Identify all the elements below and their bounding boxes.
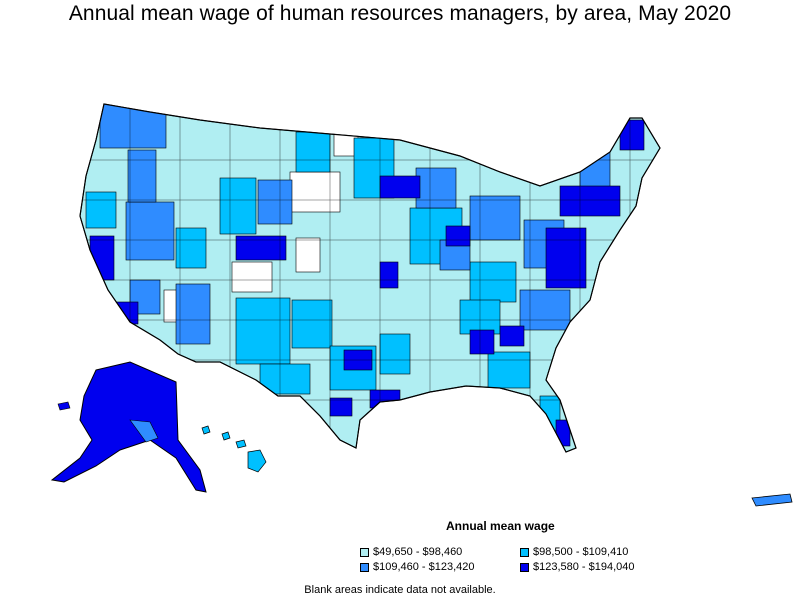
legend-label: $109,460 - $123,420 <box>373 561 475 573</box>
hawaii <box>201 425 267 473</box>
legend-label: $98,500 - $109,410 <box>533 546 629 558</box>
legend-label: $123,580 - $194,040 <box>533 561 635 573</box>
legend-swatch <box>520 547 529 557</box>
map-title: Annual mean wage of human resources mana… <box>68 2 732 25</box>
legend-swatch <box>360 547 369 557</box>
legend-item-tier2: $98,500 - $109,410 <box>520 546 628 558</box>
alaska <box>50 361 207 493</box>
legend-swatch <box>520 562 529 572</box>
legend-item-tier3: $109,460 - $123,420 <box>360 561 475 573</box>
puerto-rico <box>751 493 793 507</box>
legend-swatch <box>360 562 369 572</box>
legend-label: $49,650 - $98,460 <box>373 546 463 558</box>
legend-item-tier1: $49,650 - $98,460 <box>360 546 462 558</box>
legend-title: Annual mean wage <box>446 519 555 533</box>
footnote: Blank areas indicate data not available. <box>304 584 496 596</box>
legend-item-tier4: $123,580 - $194,040 <box>520 561 635 573</box>
